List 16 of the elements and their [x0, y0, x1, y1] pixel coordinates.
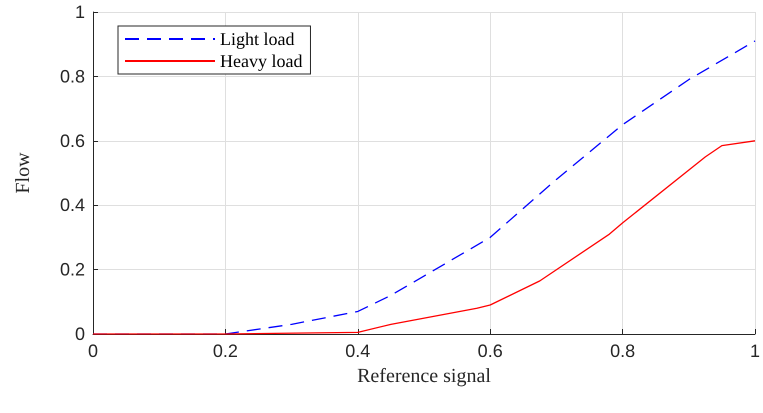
x-tick-label: 0.4: [345, 341, 370, 361]
y-tick-label: 0.8: [60, 66, 85, 86]
x-tick-label: 0.2: [212, 341, 238, 361]
y-tick-label: 0.6: [60, 130, 85, 151]
x-tick-label: 0.6: [478, 341, 503, 361]
x-tick-label: 1: [750, 341, 760, 361]
y-axis-title: Flow: [12, 152, 34, 194]
y-tick-label: 0.4: [60, 195, 85, 216]
y-tick-label: 0.2: [60, 260, 85, 280]
y-tick-label: 0: [74, 324, 85, 344]
y-tick-label: 1: [74, 2, 85, 22]
x-tick-label: 0.8: [610, 341, 636, 361]
x-axis-title: Reference signal: [357, 365, 492, 387]
legend-label: Light load: [220, 29, 294, 49]
legend-label: Heavy load: [220, 51, 302, 71]
x-tick-label: 0: [88, 341, 98, 361]
